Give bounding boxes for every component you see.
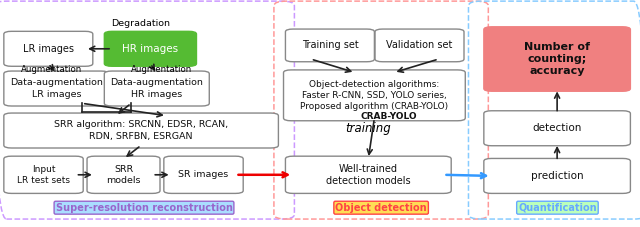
FancyBboxPatch shape (285, 156, 451, 193)
FancyBboxPatch shape (4, 113, 278, 148)
Text: detection: detection (532, 123, 582, 133)
Text: SR images: SR images (179, 170, 228, 179)
Text: Augmentation: Augmentation (20, 65, 82, 74)
Text: Augmentation: Augmentation (131, 65, 193, 74)
FancyBboxPatch shape (484, 111, 630, 146)
Text: SRR algorithm: SRCNN, EDSR, RCAN,
RDN, SRFBN, ESRGAN: SRR algorithm: SRCNN, EDSR, RCAN, RDN, S… (54, 121, 228, 141)
FancyBboxPatch shape (484, 158, 630, 193)
FancyBboxPatch shape (164, 156, 243, 193)
Text: Well-trained
detection models: Well-trained detection models (326, 164, 411, 186)
Text: Data-augmentation
LR images: Data-augmentation LR images (10, 79, 103, 99)
Text: Validation set: Validation set (387, 40, 452, 50)
Text: Quantification: Quantification (518, 203, 596, 213)
Text: LR images: LR images (23, 44, 74, 54)
Text: Super-resolution reconstruction: Super-resolution reconstruction (56, 203, 232, 213)
FancyBboxPatch shape (104, 71, 209, 106)
Text: Data-augmentation
HR images: Data-augmentation HR images (110, 79, 204, 99)
FancyBboxPatch shape (4, 71, 109, 106)
Text: Degradation: Degradation (111, 19, 170, 28)
Text: Object detection: Object detection (335, 203, 427, 213)
Text: Training set: Training set (301, 40, 358, 50)
FancyBboxPatch shape (285, 29, 374, 62)
FancyBboxPatch shape (4, 31, 93, 66)
FancyBboxPatch shape (484, 27, 630, 91)
FancyBboxPatch shape (375, 29, 464, 62)
FancyBboxPatch shape (284, 70, 465, 121)
Text: prediction: prediction (531, 171, 584, 181)
FancyBboxPatch shape (4, 156, 83, 193)
Text: Object-detection algorithms:
Faster R-CNN, SSD, YOLO series,
Proposed algorithm : Object-detection algorithms: Faster R-CN… (300, 80, 449, 111)
Text: CRAB-YOLO: CRAB-YOLO (360, 112, 417, 121)
FancyBboxPatch shape (87, 156, 160, 193)
Text: SRR
models: SRR models (106, 165, 141, 185)
FancyBboxPatch shape (104, 31, 196, 66)
Text: Input
LR test sets: Input LR test sets (17, 165, 70, 185)
Text: training: training (345, 122, 391, 135)
Text: Number of
counting;
accuracy: Number of counting; accuracy (524, 42, 590, 76)
Text: HR images: HR images (122, 44, 179, 54)
